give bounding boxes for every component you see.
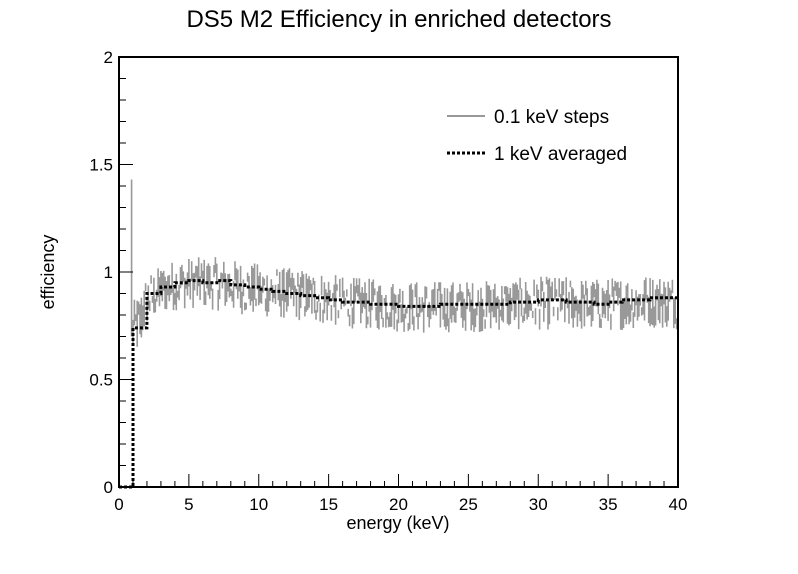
legend-label-averaged: 1 keV averaged bbox=[494, 144, 627, 165]
y-tick-label: 1.5 bbox=[89, 156, 113, 175]
y-axis-title: efficiency bbox=[38, 235, 58, 310]
x-tick-label: 0 bbox=[114, 495, 123, 514]
legend: 0.1 keV steps 1 keV averaged bbox=[447, 107, 627, 165]
y-axis: 0 0.5 1 1.5 2 bbox=[89, 48, 133, 497]
x-tick-label: 35 bbox=[599, 495, 618, 514]
x-tick-label: 5 bbox=[184, 495, 193, 514]
x-tick-label: 20 bbox=[389, 495, 408, 514]
x-tick-label: 40 bbox=[669, 495, 688, 514]
legend-label-steps: 0.1 keV steps bbox=[494, 107, 609, 128]
x-tick-label: 30 bbox=[529, 495, 548, 514]
chart-title: DS5 M2 Efficiency in enriched detectors bbox=[186, 6, 611, 33]
averaged-layer bbox=[119, 279, 680, 489]
x-tick-label: 25 bbox=[459, 495, 478, 514]
series-1keV-averaged bbox=[119, 279, 680, 489]
y-tick-label: 0 bbox=[104, 478, 113, 497]
y-tick-label: 1 bbox=[104, 263, 113, 282]
x-tick-label: 10 bbox=[249, 495, 268, 514]
y-tick-label: 0.5 bbox=[89, 371, 113, 390]
x-tick-label: 15 bbox=[319, 495, 338, 514]
x-axis: 0 5 10 15 20 25 30 35 40 bbox=[114, 474, 687, 514]
y-tick-label: 2 bbox=[104, 48, 113, 67]
x-axis-title: energy (keV) bbox=[346, 513, 449, 533]
